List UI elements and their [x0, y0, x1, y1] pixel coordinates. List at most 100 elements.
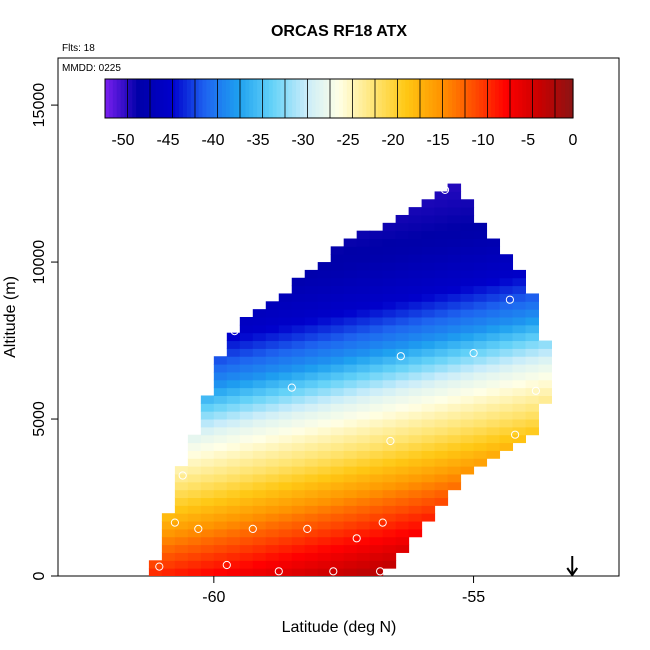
field-cell	[408, 301, 423, 310]
field-cell	[239, 332, 254, 342]
field-cell	[213, 411, 228, 420]
field-cell	[330, 364, 345, 373]
field-cell	[408, 364, 423, 373]
field-cell	[343, 528, 358, 538]
field-cell	[265, 356, 280, 365]
colorbar-segment	[311, 79, 317, 118]
field-cell	[291, 293, 306, 302]
field-cell	[343, 466, 358, 475]
field-cell	[434, 317, 449, 326]
field-cell	[447, 191, 462, 200]
field-cell	[226, 497, 241, 506]
field-cell	[239, 505, 254, 514]
field-cell	[447, 214, 462, 224]
colorbar-segment	[140, 79, 145, 118]
field-cell	[174, 568, 189, 576]
field-cell	[239, 426, 254, 436]
field-cell	[278, 379, 293, 389]
field-cell	[473, 356, 488, 365]
field-cell	[291, 426, 306, 436]
field-cell	[421, 481, 436, 491]
field-cell	[512, 379, 526, 389]
observation-point	[170, 518, 179, 527]
field-cell	[408, 222, 423, 232]
field-cell	[382, 481, 397, 491]
field-cell	[382, 395, 397, 404]
colorbar-segment	[397, 79, 402, 118]
field-cell	[408, 324, 423, 334]
field-cell	[317, 489, 332, 499]
colorbar-segment	[553, 79, 558, 118]
colorbar-segment	[257, 79, 262, 118]
field-cell	[473, 317, 488, 326]
field-cell	[304, 301, 319, 310]
field-cell	[174, 473, 189, 483]
colorbar-segment	[151, 79, 157, 118]
colorbar-segment	[561, 79, 566, 118]
colorbar-segment	[159, 79, 165, 118]
field-cell	[278, 458, 293, 467]
field-cell	[421, 450, 436, 459]
field-cell	[499, 277, 514, 287]
field-cell	[525, 419, 539, 428]
field-cell	[408, 277, 423, 287]
field-cell	[174, 521, 189, 530]
colorbar-segment	[222, 79, 227, 118]
field-cell	[161, 521, 176, 530]
field-cell	[408, 317, 423, 326]
field-cell	[408, 466, 423, 475]
field-cell	[486, 419, 501, 428]
field-cell	[473, 458, 488, 467]
field-cell	[343, 568, 358, 576]
colorbar-segment	[374, 79, 379, 118]
colorbar-border	[104, 78, 574, 119]
field-cell	[408, 528, 423, 538]
field-cell	[343, 505, 358, 514]
field-cell	[343, 481, 358, 491]
field-cell	[395, 340, 410, 349]
field-cell	[343, 560, 358, 569]
field-cell	[330, 340, 345, 349]
colorbar-segment	[448, 79, 453, 118]
field-cell	[265, 324, 280, 334]
field-cell	[239, 340, 254, 349]
field-cell	[473, 301, 488, 310]
colorbar-segment	[323, 79, 328, 118]
field-cell	[330, 489, 345, 499]
field-cell	[473, 403, 488, 412]
field-cell	[356, 450, 371, 459]
field-cell	[408, 387, 423, 396]
field-cell	[395, 419, 410, 428]
field-cell	[226, 332, 241, 342]
field-cell	[278, 473, 293, 483]
field-cell	[460, 387, 475, 396]
field-cell	[447, 364, 462, 373]
field-cell	[356, 293, 371, 302]
field-cell	[304, 528, 319, 538]
field-cell	[434, 301, 449, 310]
field-cell	[356, 285, 371, 294]
field-cell	[291, 528, 306, 538]
field-cell	[343, 324, 358, 334]
field-cell	[252, 371, 267, 381]
field-cell	[408, 332, 423, 342]
field-cell	[317, 481, 332, 491]
field-cell	[499, 317, 514, 326]
field-cell	[330, 473, 345, 483]
field-cell	[239, 324, 254, 334]
field-cell	[408, 521, 423, 530]
field-cell	[213, 434, 228, 444]
field-cell	[382, 379, 397, 389]
field-cell	[330, 246, 345, 255]
field-cell	[421, 458, 436, 467]
field-cell	[330, 419, 345, 428]
field-cell	[213, 356, 228, 365]
field-cell	[382, 301, 397, 310]
field-cell	[447, 301, 462, 310]
field-cell	[252, 513, 267, 522]
field-cell	[356, 371, 371, 381]
field-cell	[499, 285, 514, 294]
field-cell	[369, 317, 384, 326]
field-cell	[408, 411, 423, 420]
y-tick-label: 0	[31, 571, 48, 580]
